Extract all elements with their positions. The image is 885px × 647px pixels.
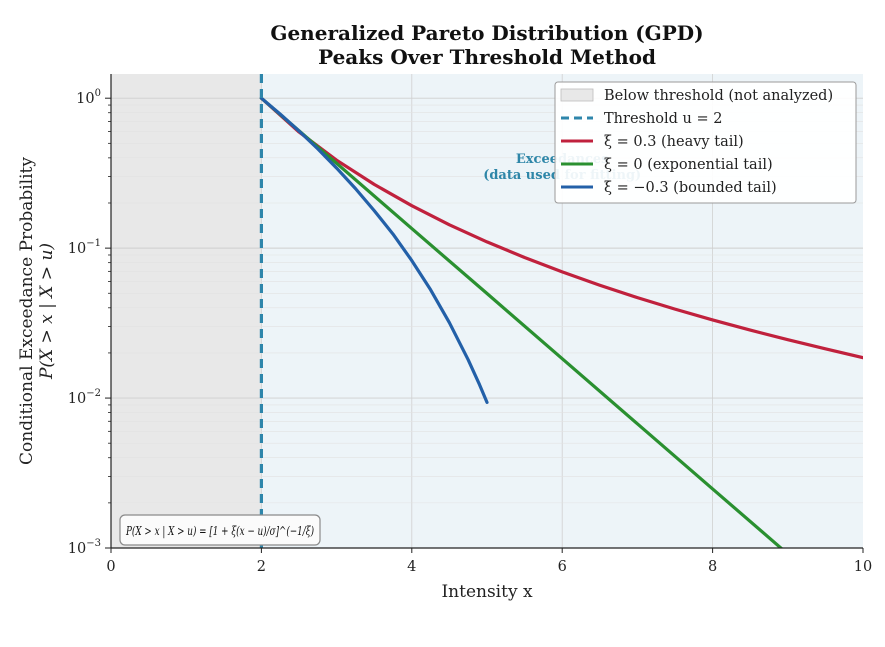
legend-swatch-below-threshold	[560, 88, 594, 102]
series-line-1	[259, 96, 784, 548]
ticks: 0 2 4 6 8 10 100 10−1 10−2 10−3	[68, 88, 872, 575]
y-axis-label-2: P(X > x | X > u)	[37, 243, 57, 380]
legend-label-xi-0.3: ξ = 0.3 (heavy tail)	[604, 134, 744, 150]
legend-label-xi-neg-0.3: ξ = −0.3 (bounded tail)	[604, 180, 777, 196]
legend-label-threshold: Threshold u = 2	[604, 111, 723, 127]
below-threshold-region	[111, 74, 262, 548]
series-line-0	[259, 96, 863, 360]
x-tick-label: 10	[854, 559, 872, 575]
formula-text: P(X > x | X > u) = [1 + ξ(x − u)/σ]^(−1/…	[125, 524, 314, 538]
legend-label-below-threshold: Below threshold (not analyzed)	[604, 88, 833, 104]
legend: Below threshold (not analyzed) Threshold…	[554, 81, 857, 204]
y-tick-label: 10−1	[68, 238, 101, 257]
y-tick-label: 10−3	[68, 538, 101, 557]
formula-box	[119, 514, 321, 546]
legend-box	[554, 81, 857, 204]
series-line-2	[259, 96, 489, 404]
series-layer	[259, 96, 863, 548]
y-axis-label: Conditional Exceedance Probability	[17, 157, 37, 465]
x-tick-label: 8	[708, 559, 717, 575]
x-tick-label: 6	[558, 559, 567, 575]
x-tick-label: 0	[106, 559, 115, 575]
x-tick-label: 2	[257, 559, 266, 575]
y-tick-label: 100	[76, 88, 101, 107]
legend-label-xi-0: ξ = 0 (exponential tail)	[604, 157, 773, 173]
y-tick-label: 10−2	[68, 388, 101, 407]
x-axis-label: Intensity x	[441, 582, 533, 602]
chart-title: Generalized Pareto Distribution (GPD)	[270, 21, 703, 45]
chart-subtitle: Peaks Over Threshold Method	[318, 45, 656, 69]
x-tick-label: 4	[407, 559, 416, 575]
